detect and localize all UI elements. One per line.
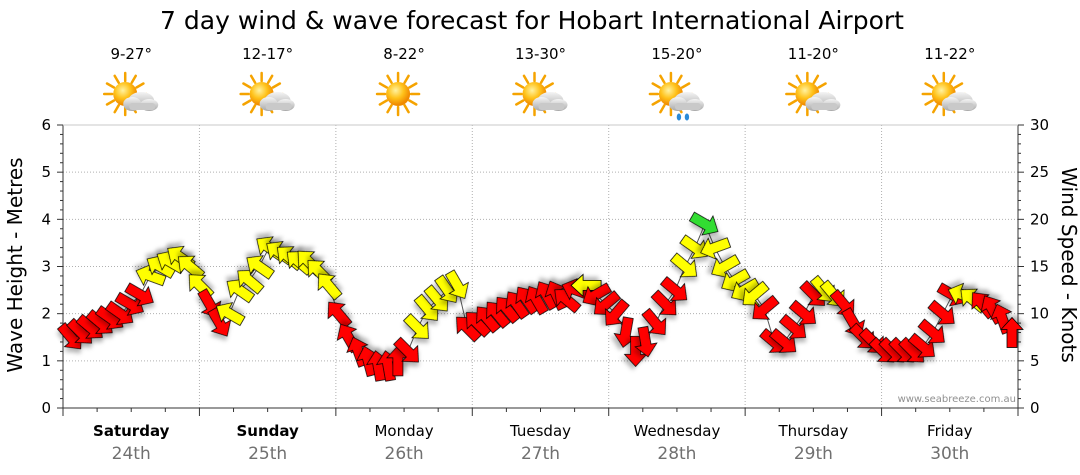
temperature-label: 11-20° (788, 45, 839, 63)
day-name-label: Sunday (236, 422, 299, 440)
temperature-label: 13-30° (515, 45, 566, 63)
left-tick-label: 5 (41, 163, 51, 181)
day-date-label: 25th (248, 444, 287, 464)
day-name-label: Tuesday (509, 422, 571, 440)
wind-arrow (246, 255, 275, 280)
partly-cloudy-sun-icon (239, 71, 295, 117)
left-tick-label: 6 (41, 116, 51, 134)
day-name-label: Monday (374, 422, 433, 440)
partly-cloudy-sun-icon (785, 71, 841, 117)
wind-arrow (476, 306, 502, 334)
day-labels: Saturday 24th Sunday 25th Monday 26th Tuesday 2… (93, 422, 973, 464)
left-axis-title: Wave Height - Metres (3, 157, 27, 372)
day-date-label: 27th (521, 444, 560, 464)
day-date-label: 29th (794, 444, 833, 464)
wind-arrow (135, 263, 167, 287)
left-tick-label: 2 (41, 305, 51, 323)
wind-arrow (700, 237, 732, 260)
wind-arrow (554, 288, 582, 314)
left-tick-label: 3 (41, 258, 51, 276)
right-axis-ticks: 0 5 10 15 20 25 30 (1030, 116, 1049, 417)
wind-arrow (207, 307, 232, 337)
day-date-label: 30th (930, 444, 969, 464)
left-tick-label: 1 (41, 352, 51, 370)
temperature-label: 9-27° (110, 45, 152, 63)
wind-arrow (927, 299, 955, 325)
chart-title: 7 day wind & wave forecast for Hobart In… (160, 6, 904, 35)
weather-icon-row (102, 71, 977, 121)
wind-arrow (444, 269, 469, 299)
wind-arrow (327, 301, 353, 329)
right-tick-label: 15 (1030, 258, 1049, 276)
wind-arrow (177, 255, 206, 281)
wind-arrow (1000, 316, 1024, 348)
wind-arrow (114, 291, 144, 316)
temperature-label: 11-22° (924, 45, 975, 63)
plot-axes (57, 124, 1024, 416)
wind-arrow (215, 302, 246, 327)
wind-arrow (623, 335, 648, 367)
watermark-text: www.seabreeze.com.au (898, 394, 1016, 405)
wind-arrow (788, 299, 816, 325)
wind-arrow (124, 282, 154, 307)
wind-arrow (237, 269, 265, 295)
wind-series (56, 211, 1024, 382)
wind-arrow (650, 289, 677, 316)
wind-arrow (711, 254, 741, 279)
partly-cloudy-sun-icon (921, 71, 977, 117)
right-tick-label: 10 (1030, 305, 1049, 323)
left-tick-label: 4 (41, 210, 51, 228)
wind-arrow (226, 278, 256, 304)
wind-arrow (317, 273, 343, 301)
left-tick-label: 0 (41, 399, 51, 417)
partly-cloudy-sun-icon (102, 71, 159, 117)
wind-arrow (641, 307, 667, 336)
day-name-label: Wednesday (634, 422, 721, 440)
sun-icon (375, 71, 421, 117)
partly-cloudy-sun-icon (512, 71, 568, 117)
temperature-label: 8-22° (383, 45, 425, 63)
wind-arrow (402, 313, 429, 339)
wind-arrow (917, 318, 945, 344)
wind-arrow (486, 301, 511, 329)
right-tick-label: 20 (1030, 210, 1049, 228)
right-tick-label: 5 (1030, 352, 1040, 370)
wind-arrow (768, 327, 797, 353)
wind-arrow (659, 276, 688, 301)
right-tick-label: 25 (1030, 163, 1049, 181)
showers-icon (648, 71, 704, 121)
wind-arrow (570, 273, 602, 298)
left-axis-ticks: 0 1 2 3 4 5 6 (41, 116, 51, 417)
day-name-label: Thursday (777, 422, 848, 440)
temperature-label: 15-20° (651, 45, 702, 63)
right-tick-label: 0 (1030, 399, 1040, 417)
temperature-row: 9-27° 12-17° 8-22° 13-30° 15-20° 11-20° 11-22° (110, 45, 975, 63)
wind-arrow (688, 211, 719, 236)
wind-arrow (524, 285, 549, 316)
day-date-label: 26th (385, 444, 424, 464)
right-axis-title: Wind Speed - Knots (1057, 167, 1080, 363)
day-name-label: Friday (927, 422, 973, 440)
day-date-label: 28th (657, 444, 696, 464)
wind-arrow (907, 332, 935, 358)
wind-arrow (634, 325, 658, 358)
wind-arrow (669, 252, 698, 278)
right-tick-label: 30 (1030, 116, 1049, 134)
wind-arrow (752, 294, 780, 320)
wind-arrow (742, 280, 770, 306)
plot-grid (63, 125, 1018, 408)
wind-arrow (505, 291, 530, 320)
temperature-label: 12-17° (242, 45, 293, 63)
wind-arrow (393, 336, 419, 363)
wind-arrow (778, 313, 807, 339)
day-date-label: 24th (112, 444, 151, 464)
wind-arrow (104, 300, 134, 325)
day-name-label: Saturday (93, 422, 170, 440)
wind-arrow (605, 298, 630, 326)
